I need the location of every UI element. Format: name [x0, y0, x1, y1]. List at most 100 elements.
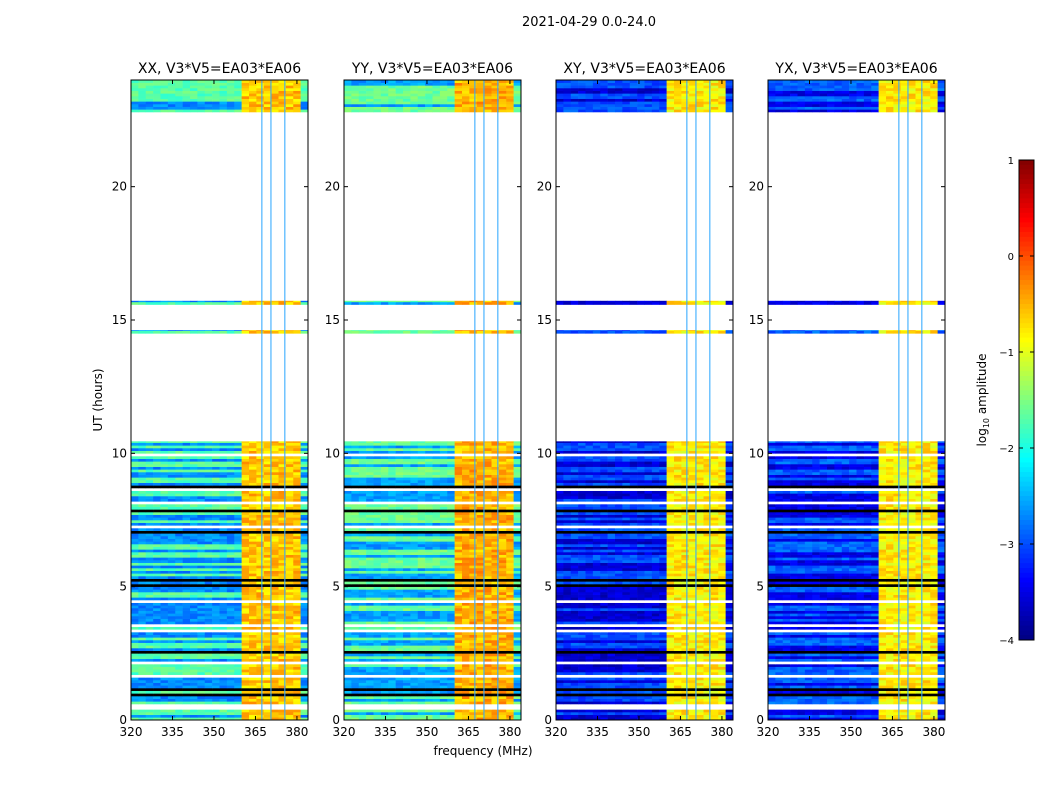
heatmap-cell — [278, 506, 287, 510]
heatmap-cell — [447, 504, 455, 507]
heatmap-cell — [145, 637, 154, 641]
heatmap-cell — [380, 528, 389, 531]
heatmap-cell — [300, 453, 309, 457]
heatmap-cell — [285, 98, 294, 102]
heatmap-cell — [219, 637, 228, 641]
heatmap-cell — [358, 658, 367, 662]
heatmap-cell — [285, 80, 294, 83]
heatmap-cell — [447, 717, 455, 721]
heatmap-cell — [138, 498, 147, 502]
heatmap-cell — [432, 578, 441, 582]
heatmap-cell — [439, 544, 448, 547]
heatmap-cell — [138, 445, 147, 449]
heatmap-cell — [351, 562, 360, 566]
heatmap-cell — [249, 634, 257, 638]
heatmap-cell — [212, 490, 220, 494]
heatmap-cell — [425, 706, 433, 710]
heatmap-cell — [131, 704, 139, 707]
heatmap-cell — [351, 709, 360, 713]
heatmap-cell — [417, 597, 426, 601]
heatmap-cell — [491, 709, 500, 713]
heatmap-cell — [484, 570, 492, 574]
heatmap-cell — [300, 682, 309, 686]
heatmap-cell — [373, 618, 382, 622]
heatmap-cell — [285, 701, 294, 705]
heatmap-cell — [249, 472, 257, 475]
heatmap-cell — [403, 605, 411, 609]
heatmap-cell — [513, 573, 522, 577]
heatmap-cell — [212, 538, 220, 542]
heatmap-cell — [388, 685, 396, 689]
heatmap-cell — [182, 517, 191, 521]
heatmap-cell — [380, 621, 389, 625]
heatmap-cell — [417, 570, 426, 574]
heatmap-cell — [358, 637, 367, 641]
heatmap-cell — [190, 109, 198, 113]
heatmap-cell — [293, 632, 301, 635]
heatmap-cell — [513, 496, 522, 499]
heatmap-cell — [300, 474, 309, 478]
heatmap-cell — [373, 674, 382, 678]
heatmap-cell — [417, 685, 426, 689]
heatmap-cell — [138, 301, 147, 305]
heatmap-cell — [271, 448, 279, 451]
heatmap-cell — [263, 96, 272, 99]
heatmap-cell — [498, 696, 507, 699]
heatmap-cell — [358, 490, 367, 494]
heatmap-cell — [388, 496, 396, 499]
heatmap-cell — [160, 488, 169, 491]
heatmap-cell — [285, 106, 294, 110]
heatmap-cell — [226, 562, 235, 566]
heatmap-cell — [145, 602, 154, 606]
heatmap-cell — [491, 512, 500, 515]
heatmap-cell — [145, 546, 154, 550]
heatmap-cell — [167, 634, 176, 638]
heatmap-cell — [249, 717, 257, 721]
heatmap-cell — [153, 648, 161, 651]
heatmap-cell — [256, 82, 265, 86]
heatmap-cell — [204, 441, 213, 443]
heatmap-cell — [226, 456, 235, 459]
heatmap-cell — [219, 701, 228, 705]
heatmap-cell — [249, 706, 257, 710]
heatmap-cell — [300, 490, 309, 494]
heatmap-cell — [167, 466, 176, 470]
heatmap-cell — [380, 690, 389, 694]
heatmap-cell — [175, 101, 183, 105]
heatmap-cell — [373, 632, 382, 635]
heatmap-cell — [278, 592, 287, 595]
heatmap-cell — [263, 101, 272, 105]
heatmap-cell — [182, 717, 191, 721]
heatmap-cell — [204, 504, 213, 507]
heatmap-cell — [182, 685, 191, 689]
heatmap-cell — [432, 498, 441, 502]
panel-title: YY, V3*V5=EA03*EA06 — [351, 61, 513, 77]
heatmap-cell — [395, 672, 404, 675]
heatmap-cell — [498, 616, 507, 619]
heatmap-cell — [469, 672, 478, 675]
heatmap-cell — [476, 626, 485, 630]
heatmap-cell — [285, 621, 294, 625]
heatmap-cell — [138, 490, 147, 494]
heatmap-cell — [190, 536, 198, 539]
heatmap-cell — [263, 106, 272, 110]
heatmap-cell — [403, 530, 411, 534]
heatmap-cell — [439, 658, 448, 662]
heatmap-cell — [506, 602, 514, 606]
heatmap-cell — [285, 517, 294, 521]
heatmap-cell — [403, 592, 411, 595]
heatmap-cell — [403, 498, 411, 502]
heatmap-cell — [197, 565, 206, 569]
heatmap-cell — [182, 90, 191, 94]
heatmap-cell — [439, 634, 448, 638]
heatmap-cell — [197, 522, 206, 526]
heatmap-cell — [234, 101, 242, 105]
heatmap-cell — [454, 538, 463, 542]
heatmap-cell — [204, 701, 213, 705]
heatmap-cell — [204, 656, 213, 659]
heatmap-cell — [249, 509, 257, 513]
heatmap-cell — [447, 517, 455, 521]
heatmap-cell — [432, 669, 441, 673]
heatmap-cell — [513, 656, 522, 659]
heatmap-cell — [175, 634, 183, 638]
